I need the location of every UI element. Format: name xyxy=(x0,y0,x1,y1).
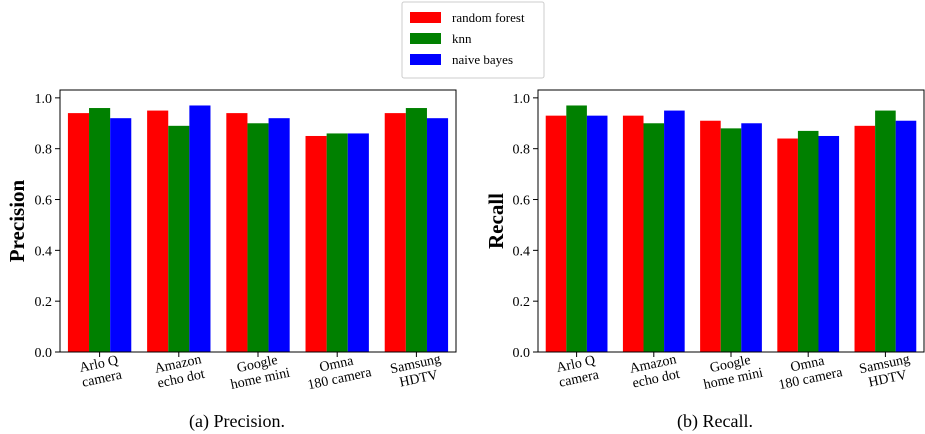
legend-swatch xyxy=(410,12,441,23)
y-tick-label: 0.0 xyxy=(513,346,531,361)
legend-label: naive bayes xyxy=(452,52,513,67)
y-tick-label: 0.6 xyxy=(35,194,53,209)
figure-caption: (a) Precision. xyxy=(189,411,285,432)
category-label-line: Omna xyxy=(318,354,355,376)
bar-naive-bayes xyxy=(110,118,132,352)
bar-knn xyxy=(643,123,665,353)
bar-naive-bayes xyxy=(895,120,917,352)
bar-random-forest xyxy=(854,125,876,352)
legend-swatch xyxy=(410,33,441,44)
y-axis-label: Recall xyxy=(484,193,508,249)
bar-naive-bayes xyxy=(426,118,449,352)
bar-random-forest xyxy=(147,110,169,352)
bar-naive-bayes xyxy=(818,135,840,352)
bar-random-forest xyxy=(305,135,327,352)
figure-caption: (b) Recall. xyxy=(677,411,753,432)
y-tick-label: 0.6 xyxy=(513,194,531,209)
bar-random-forest xyxy=(545,115,567,353)
legend-swatch xyxy=(410,54,441,65)
legend: random forest knn naive bayes xyxy=(401,1,545,79)
bar-knn xyxy=(89,108,111,352)
y-tick-label: 0.8 xyxy=(35,143,53,158)
bar-knn xyxy=(720,128,742,352)
bar-random-forest xyxy=(384,113,406,352)
y-tick-label: 1.0 xyxy=(35,92,53,107)
bar-knn xyxy=(566,105,587,352)
bar-random-forest xyxy=(622,115,644,353)
bar-random-forest xyxy=(67,113,90,352)
y-axis-label: Precision xyxy=(5,179,29,262)
bar-knn xyxy=(326,133,348,352)
bar-naive-bayes xyxy=(664,110,685,352)
bar-naive-bayes xyxy=(189,105,211,352)
bar-knn xyxy=(247,123,269,353)
y-tick-label: 0.2 xyxy=(513,295,531,310)
y-tick-label: 1.0 xyxy=(513,92,531,107)
bar-random-forest xyxy=(226,113,248,352)
y-tick-label: 0.4 xyxy=(35,244,53,259)
y-tick-label: 0.4 xyxy=(513,244,531,259)
bar-naive-bayes xyxy=(586,115,608,353)
bar-knn xyxy=(875,110,896,352)
bar-knn xyxy=(168,125,190,352)
y-tick-label: 0.8 xyxy=(513,143,531,158)
legend-label: random forest xyxy=(452,10,525,25)
legend-label: knn xyxy=(452,31,472,46)
bar-knn xyxy=(797,130,819,352)
bar-naive-bayes xyxy=(347,133,369,352)
category-label-line: Omna xyxy=(789,354,826,376)
bar-knn xyxy=(405,108,427,352)
y-tick-label: 0.0 xyxy=(35,346,53,361)
bar-naive-bayes xyxy=(268,118,290,352)
bar-random-forest xyxy=(700,120,721,352)
y-tick-label: 0.2 xyxy=(35,295,53,310)
bar-random-forest xyxy=(777,138,798,352)
bar-naive-bayes xyxy=(741,123,762,353)
